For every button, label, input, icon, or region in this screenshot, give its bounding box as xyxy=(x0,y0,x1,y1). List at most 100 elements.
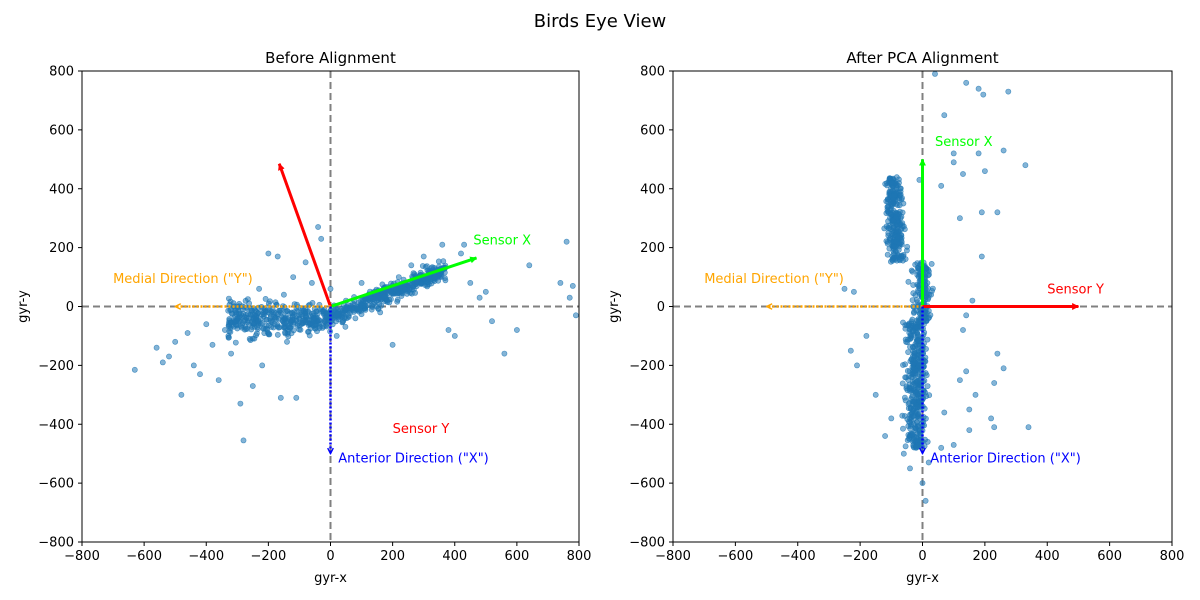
data-point xyxy=(293,317,300,324)
data-point xyxy=(915,411,922,417)
x-tick-label: 800 xyxy=(1160,549,1185,564)
y-tick-label: −600 xyxy=(629,477,665,492)
data-point xyxy=(847,347,854,354)
data-point xyxy=(924,383,931,389)
data-point xyxy=(442,277,449,284)
data-point xyxy=(905,373,912,380)
data-point xyxy=(910,407,917,414)
data-point xyxy=(241,318,248,325)
data-point xyxy=(919,480,926,486)
x-tick-label: −400 xyxy=(188,549,224,564)
arrow-label: Sensor X xyxy=(935,135,993,150)
data-point xyxy=(928,260,935,267)
data-point xyxy=(203,321,210,328)
data-point xyxy=(963,312,970,319)
data-point xyxy=(924,336,931,343)
data-point xyxy=(905,401,912,408)
data-point xyxy=(910,282,917,288)
data-point xyxy=(902,256,909,262)
data-point xyxy=(476,294,483,301)
data-point xyxy=(994,350,1001,357)
data-point xyxy=(901,413,908,419)
data-point xyxy=(467,279,474,286)
data-point xyxy=(904,339,911,346)
x-tick-label: −800 xyxy=(64,549,100,564)
plot-frame xyxy=(81,70,580,543)
data-point xyxy=(287,317,294,323)
data-point xyxy=(282,329,288,336)
data-point xyxy=(368,306,375,313)
x-axis-label: gyr-x xyxy=(906,571,939,586)
data-point xyxy=(311,315,318,322)
data-point xyxy=(184,330,191,336)
y-tick-label: −600 xyxy=(38,477,74,492)
data-point xyxy=(526,262,533,269)
x-tick-label: 200 xyxy=(380,549,405,564)
data-point xyxy=(501,350,508,357)
x-tick-label: −200 xyxy=(842,549,878,564)
data-point xyxy=(916,384,923,390)
x-tick-label: 0 xyxy=(918,549,926,564)
data-point xyxy=(903,385,910,392)
panel-after-pca-alignment: After PCA Alignment Sensor X Sensor Y Medi… xyxy=(607,49,1184,586)
data-point xyxy=(978,209,985,216)
y-tick-label: 200 xyxy=(49,241,74,256)
data-point xyxy=(1022,162,1029,169)
data-point xyxy=(514,327,520,333)
data-point xyxy=(242,325,249,332)
data-point xyxy=(957,215,963,222)
data-point xyxy=(305,328,311,335)
data-point xyxy=(905,349,911,355)
data-point xyxy=(872,391,879,398)
data-point xyxy=(966,406,973,413)
data-point xyxy=(1000,365,1007,372)
data-point xyxy=(440,258,447,265)
y-tick-label: −400 xyxy=(629,418,665,433)
data-point xyxy=(408,262,415,269)
arrow-label: Sensor Y xyxy=(393,422,450,437)
data-point xyxy=(569,282,576,289)
data-point xyxy=(900,223,907,230)
data-point xyxy=(888,230,895,237)
data-point xyxy=(900,450,907,457)
data-point xyxy=(225,307,232,314)
data-point xyxy=(267,298,273,305)
data-point xyxy=(950,159,957,166)
data-point xyxy=(352,315,359,322)
data-point xyxy=(941,409,948,416)
data-point xyxy=(884,240,891,247)
data-point xyxy=(406,286,413,293)
x-tick-label: 600 xyxy=(1097,549,1122,564)
y-tick-label: 0 xyxy=(66,300,74,315)
data-point xyxy=(277,394,284,401)
y-axis-label: gyr-y xyxy=(16,290,31,323)
x-tick-label: 800 xyxy=(567,549,592,564)
arrow-label: Anterior Direction ("X") xyxy=(930,452,1080,467)
data-point xyxy=(563,238,570,245)
data-point xyxy=(461,241,467,248)
data-point xyxy=(913,324,920,331)
panel-title: Before Alignment xyxy=(265,49,396,67)
data-point xyxy=(398,293,405,299)
data-point xyxy=(327,285,334,292)
data-point xyxy=(302,259,309,266)
data-point xyxy=(891,243,898,250)
data-point xyxy=(226,316,233,322)
data-point xyxy=(236,300,243,307)
data-point xyxy=(418,281,425,287)
data-point xyxy=(885,198,891,205)
data-point xyxy=(358,279,365,286)
data-point xyxy=(910,398,917,405)
data-point xyxy=(932,71,938,77)
data-point xyxy=(982,168,988,174)
y-tick-label: −400 xyxy=(38,418,74,433)
data-point xyxy=(314,311,321,317)
data-point xyxy=(282,314,289,320)
data-point xyxy=(913,444,920,450)
y-tick-label: 0 xyxy=(657,300,665,315)
data-point xyxy=(280,324,287,331)
data-point xyxy=(482,288,489,295)
data-point xyxy=(209,341,216,348)
data-point xyxy=(248,326,255,333)
data-point xyxy=(309,321,316,328)
